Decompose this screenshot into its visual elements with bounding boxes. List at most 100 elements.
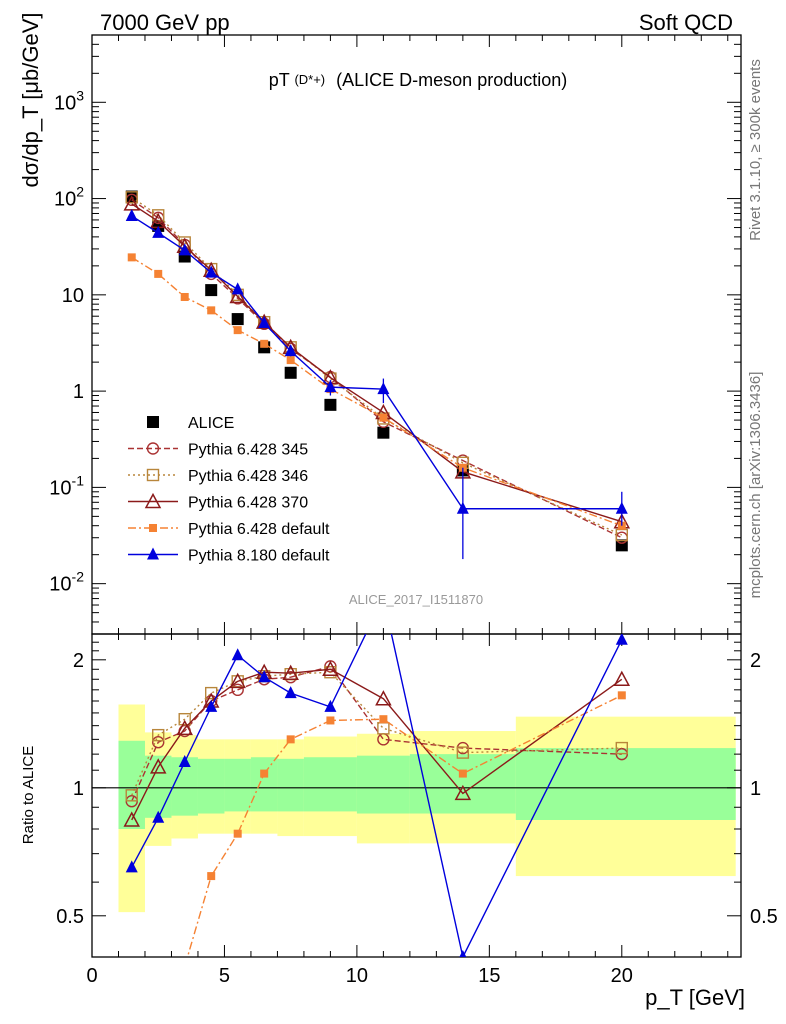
series-line (131, 215, 622, 510)
y-tick-label: 10 (62, 285, 84, 307)
marker-filled-triangle (615, 634, 628, 645)
marker-filled-square (260, 339, 269, 348)
marker-open-square (456, 746, 470, 759)
marker-filled-triangle (178, 754, 191, 767)
side-label-bottom: mcplots.cern.ch [arXiv:1306.3436] (747, 372, 764, 599)
watermark-label: ALICE_2017_I1511870 (349, 592, 483, 607)
marker-square (284, 366, 297, 379)
plot-title: pT (D*+) (ALICE D-meson production) (269, 68, 568, 90)
header-right: Soft QCD (639, 10, 733, 35)
marker-open-triangle (144, 492, 162, 509)
marker-filled-square (180, 292, 189, 301)
ylabel-main: dσ/dp_T [μb/GeV] (18, 12, 43, 187)
marker-filled-triangle (456, 501, 469, 514)
series-line (131, 256, 623, 527)
title-sub: (D*+) (294, 72, 325, 87)
y-tick-label: 10-2 (49, 569, 84, 596)
ratio-y-tick-label: 1 (750, 778, 761, 800)
band-green (409, 754, 516, 814)
marker-open-square (377, 722, 390, 735)
marker-filled-square (458, 769, 467, 778)
legend-label: Pythia 8.180 default (188, 548, 330, 565)
marker-filled-triangle (205, 699, 218, 712)
marker-open-triangle (176, 719, 193, 736)
marker-filled-square (286, 735, 295, 744)
marker-filled-triangle (231, 648, 244, 661)
band-green (277, 758, 304, 812)
title-rest: (ALICE D-meson production) (336, 70, 567, 90)
marker-filled-triangle (459, 950, 467, 957)
marker-filled-square (149, 524, 157, 532)
marker-open-square (152, 728, 165, 742)
marker-filled-triangle (147, 547, 159, 560)
marker-filled-triangle (178, 243, 191, 256)
series-pythia-6-428-346 (125, 191, 628, 542)
main-frame (91, 34, 742, 635)
marker-filled-square (154, 269, 163, 278)
marker-open-triangle (375, 690, 392, 706)
legend-item: ALICE (147, 415, 234, 432)
ratio-frame (91, 633, 742, 958)
marker-open-square (125, 191, 138, 204)
ratio-series-pythia-6-428-default (186, 691, 626, 957)
legend-label: ALICE (188, 415, 234, 432)
marker-open-triangle (613, 670, 631, 687)
marker-filled-square (260, 769, 269, 778)
x-tick-label: 0 (86, 965, 97, 987)
marker-open-square (205, 686, 218, 700)
ratio-line (131, 671, 622, 796)
marker-filled-square (127, 253, 136, 262)
marker-filled-triangle (125, 208, 138, 221)
marker-circle (231, 683, 244, 697)
marker-filled-triangle (125, 860, 138, 873)
marker-open-triangle (123, 811, 140, 827)
marker-filled-triangle (324, 380, 337, 393)
legend-item: Pythia 8.180 default (128, 547, 330, 565)
legend-item: Pythia 6.428 370 (128, 492, 308, 512)
marker-filled-square (379, 715, 388, 724)
marker-filled-square (233, 829, 242, 838)
band-green (303, 757, 357, 812)
marker-filled-triangle (284, 344, 297, 357)
marker-filled-triangle (258, 315, 271, 328)
marker-filled-square (207, 872, 216, 881)
marker-filled-triangle (231, 282, 244, 295)
marker-open-square (125, 789, 138, 802)
marker-filled-triangle (284, 686, 297, 699)
marker-filled-square (617, 691, 626, 700)
ratio-y-tick-label: 2 (73, 650, 84, 672)
side-label-top: Rivet 3.1.10, ≥ 300k events (747, 59, 764, 241)
x-tick-label: 10 (346, 965, 368, 987)
y-tick-label: 102 (54, 184, 84, 211)
x-tick-label: 15 (478, 965, 500, 987)
header-left: 7000 GeV pp (100, 10, 230, 35)
legend: ALICE Pythia 6.428 345 Pythia 6.428 346 Pyt… (128, 415, 330, 565)
band-green (224, 758, 251, 812)
legend-item: Pythia 6.428 345 (128, 442, 308, 459)
marker-filled-square (326, 716, 335, 725)
series-pythia-8-180-default (125, 208, 628, 560)
marker-square (377, 426, 390, 439)
ratio-series-pythia-6-428-346 (125, 666, 628, 802)
band-green (515, 748, 736, 820)
band-green (197, 758, 225, 814)
legend-label: Pythia 6.428 346 (188, 468, 308, 485)
marker-filled-triangle (152, 810, 165, 823)
series-line (131, 199, 623, 539)
y-tick-label: 1 (73, 381, 84, 403)
marker-filled-square (379, 413, 388, 422)
title-main: pT (269, 70, 290, 90)
marker-open-square (615, 741, 628, 755)
ratio-y-tick-label: 0.5 (750, 906, 778, 928)
legend-item: Pythia 6.428 default (128, 521, 330, 538)
marker-square (205, 284, 218, 297)
marker-filled-triangle (152, 225, 165, 238)
marker-open-triangle (282, 664, 299, 680)
marker-open-square (146, 468, 160, 482)
y-tick-label: 10-1 (49, 472, 84, 499)
marker-open-triangle (229, 287, 246, 304)
marker-filled-triangle (615, 501, 628, 514)
marker-square (231, 313, 244, 326)
marker-filled-square (286, 356, 295, 365)
ratio-series-pythia-8-180-default (125, 634, 628, 957)
